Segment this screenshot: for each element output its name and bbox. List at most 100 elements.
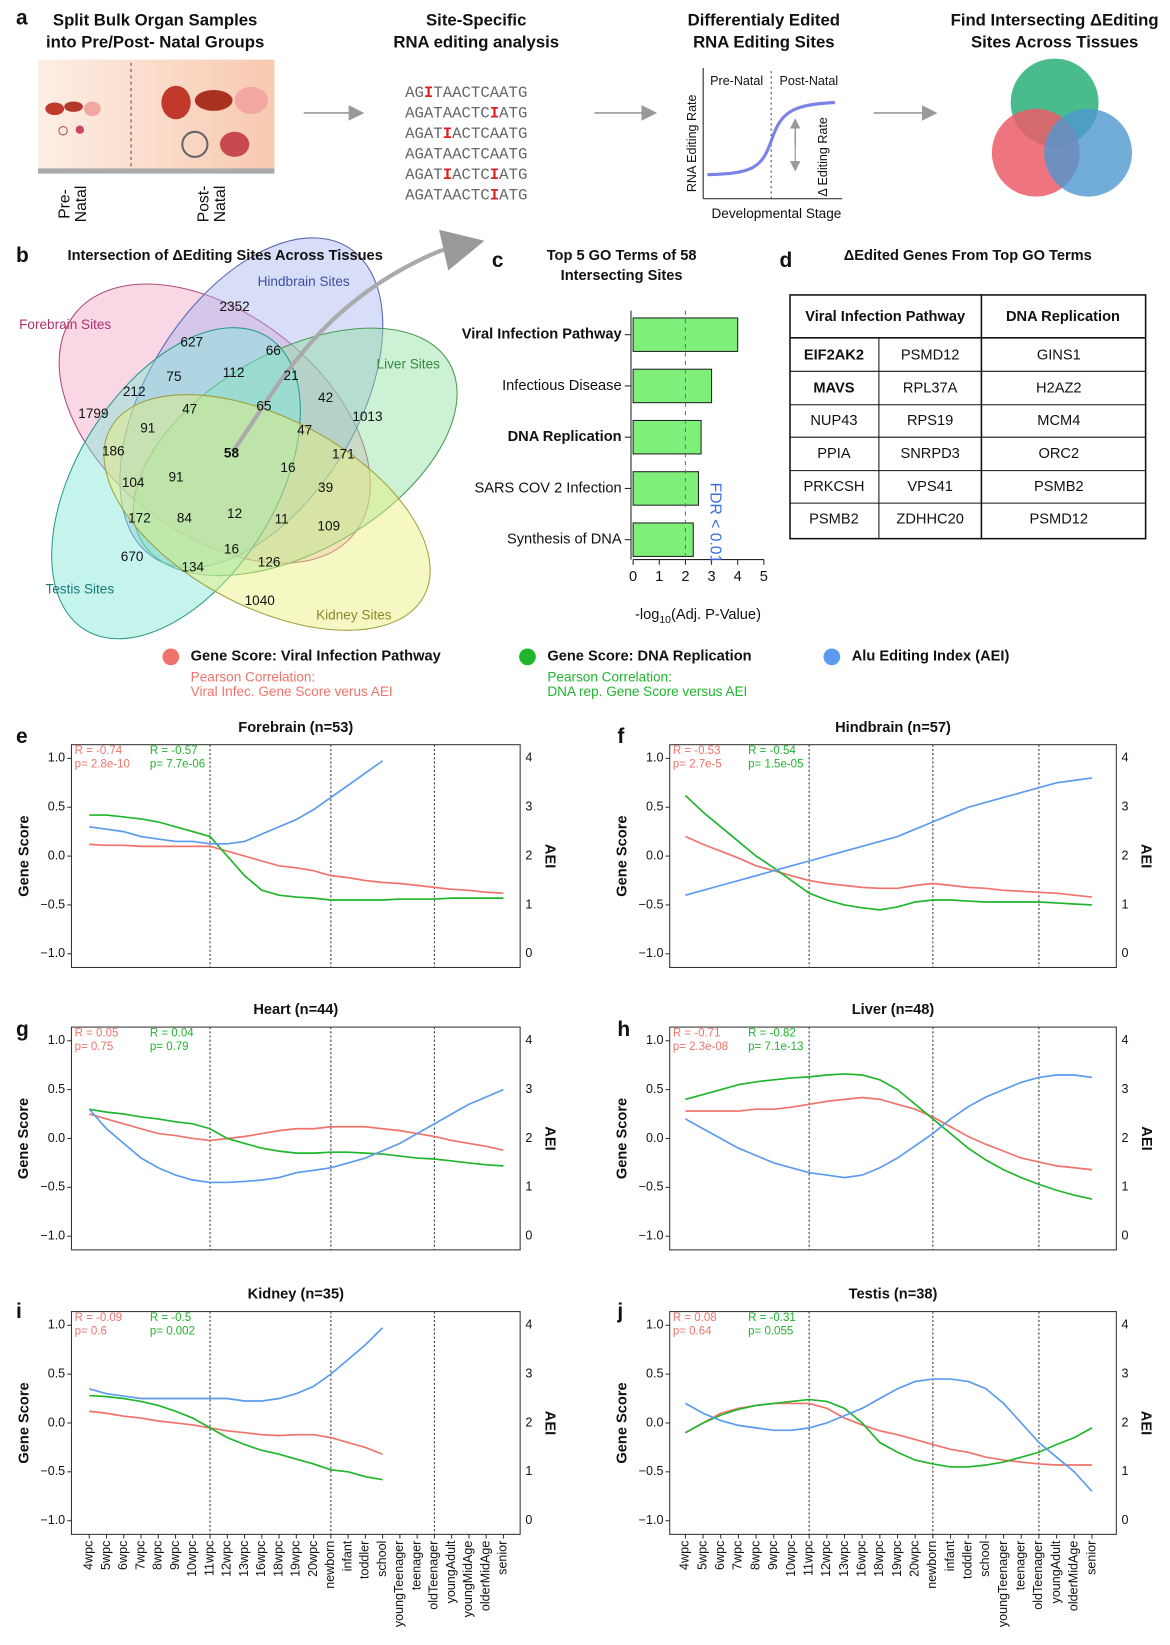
x-tick-label: newborn: [925, 1541, 939, 1589]
trend-line: [685, 1097, 1092, 1169]
trend-line: [89, 761, 382, 844]
y-tick-label: −1.0: [639, 1513, 664, 1527]
stat-label: R = -0.71: [673, 1027, 721, 1039]
group-label: Natal: [73, 186, 90, 223]
venn-count: 21: [284, 368, 299, 383]
venn-count: 91: [168, 470, 183, 485]
table-cell: MCM4: [1037, 413, 1080, 429]
y-tick-label: 0.0: [48, 1415, 65, 1429]
venn-count: 2352: [220, 299, 250, 314]
sequence-part: AG: [405, 84, 424, 102]
venn-count: 627: [180, 335, 203, 350]
sequence-part: ATG: [499, 105, 527, 123]
y2-tick-label: 2: [525, 1131, 532, 1145]
stat-label: R = -0.53: [673, 745, 721, 757]
threshold-label: FDR < 0.01: [707, 483, 724, 564]
y2-tick-label: 2: [525, 1415, 532, 1429]
panel-title: Heart (n=44): [253, 1002, 338, 1018]
x-tick-label: 16wpc: [254, 1541, 268, 1577]
sequence: AGATAACTCIATG: [405, 187, 527, 205]
venn-count: 12: [227, 506, 242, 521]
table-cell: MAVS: [813, 380, 854, 396]
plot-frame: [670, 745, 1117, 968]
venn-count: 39: [318, 480, 333, 495]
venn-count: 75: [166, 369, 181, 384]
stat-label: p= 7.7e-06: [150, 759, 205, 771]
plot-frame: [71, 1312, 520, 1535]
trend-line: [685, 778, 1092, 895]
y-tick-label: 0.5: [48, 1082, 65, 1096]
venn-count: 1799: [78, 406, 108, 421]
panel-letter: c: [492, 249, 504, 272]
trend-line: [685, 1379, 1092, 1491]
venn-count: 11: [275, 511, 289, 526]
x-tick-label: 5: [760, 569, 768, 585]
sequence: AGATIACTCIATG: [405, 166, 527, 184]
step-title: Find Intersecting ΔEditing: [951, 10, 1159, 29]
x-tick-label: 7wpc: [133, 1541, 147, 1570]
panel-letter: b: [16, 244, 29, 267]
venn-count: 1013: [352, 409, 382, 424]
stat-label: R = 0.05: [75, 1027, 119, 1039]
x-tick-label: 0: [629, 569, 637, 585]
plot-frame: [670, 1027, 1117, 1250]
y2-tick-label: 4: [525, 1033, 532, 1047]
stat-label: R = -0.74: [75, 745, 123, 757]
venn-count: 172: [128, 510, 151, 525]
y-tick-label: 1.0: [48, 751, 65, 765]
panel-letter: d: [780, 249, 793, 272]
x-tick-label: 13wpc: [837, 1541, 851, 1577]
y-tick-label: −0.5: [639, 1464, 664, 1478]
x-tick-label: 8wpc: [748, 1541, 762, 1570]
y-tick-label: DNA Replication: [508, 429, 622, 445]
sequence-part: ATG: [499, 166, 527, 184]
legend-note: Viral Infec. Gene Score verus AEI: [191, 684, 393, 699]
trend-line: [685, 1074, 1092, 1199]
venn-count: 84: [177, 510, 193, 525]
x-tick-label: 20wpc: [306, 1541, 320, 1577]
legend-note: DNA rep. Gene Score versus AEI: [547, 684, 747, 699]
y2-tick-label: 0: [1122, 1513, 1129, 1527]
trend-line: [89, 1328, 382, 1401]
panel-letter: e: [16, 725, 28, 748]
y-tick-label: SARS COV 2 Infection: [474, 480, 621, 496]
label: RNA Editing Rate: [685, 94, 699, 192]
x-tick-label: olderMidAge: [1067, 1541, 1081, 1611]
y2-tick-label: 0: [525, 946, 532, 960]
y2-tick-label: 4: [525, 1318, 532, 1332]
step-title: Sites Across Tissues: [971, 32, 1138, 51]
y-axis-label: Gene Score: [16, 815, 32, 896]
y2-axis-label: AEI: [1138, 844, 1154, 868]
y-tick-label: −1.0: [639, 1229, 664, 1243]
y-axis-label: Gene Score: [615, 1098, 631, 1179]
y2-tick-label: 3: [1122, 800, 1129, 814]
panel-letter: g: [16, 1018, 29, 1041]
stat-label: R = -0.82: [748, 1027, 796, 1039]
y2-tick-label: 3: [1122, 1082, 1129, 1096]
x-tick-label: 9wpc: [766, 1541, 780, 1570]
stat-label: R = -0.54: [748, 745, 796, 757]
trend-line: [89, 815, 503, 900]
table-header: DNA Replication: [1006, 309, 1120, 325]
x-axis-label-part: -log: [635, 607, 659, 623]
x-axis-label-part: 10: [659, 615, 671, 626]
chart-title: Top 5 GO Terms of 58: [547, 248, 697, 264]
step-title: Site-Specific: [426, 10, 526, 29]
x-tick-label: 2: [681, 569, 689, 585]
y-tick-label: 0.5: [646, 1082, 663, 1096]
table-cell: PRKCSH: [803, 479, 864, 495]
set-label: Liver Sites: [377, 357, 441, 372]
x-tick-label: 11wpc: [801, 1541, 815, 1576]
bar: [633, 420, 701, 453]
venn-count: 186: [102, 443, 125, 458]
y-tick-label: −0.5: [40, 1180, 65, 1194]
sequence-part: AGATAACTC: [405, 105, 490, 123]
stat-label: R = 0.04: [150, 1027, 194, 1039]
sequence-part: AGATAACTC: [405, 187, 490, 205]
table-cell: RPL37A: [903, 380, 958, 396]
stat-label: R = -0.09: [75, 1312, 123, 1324]
x-tick-label: 19wpc: [289, 1541, 303, 1577]
x-tick-label: 19wpc: [890, 1541, 904, 1577]
sequence-part: AGATAACTCAATG: [405, 146, 527, 164]
sequence-part: AGAT: [405, 125, 443, 143]
